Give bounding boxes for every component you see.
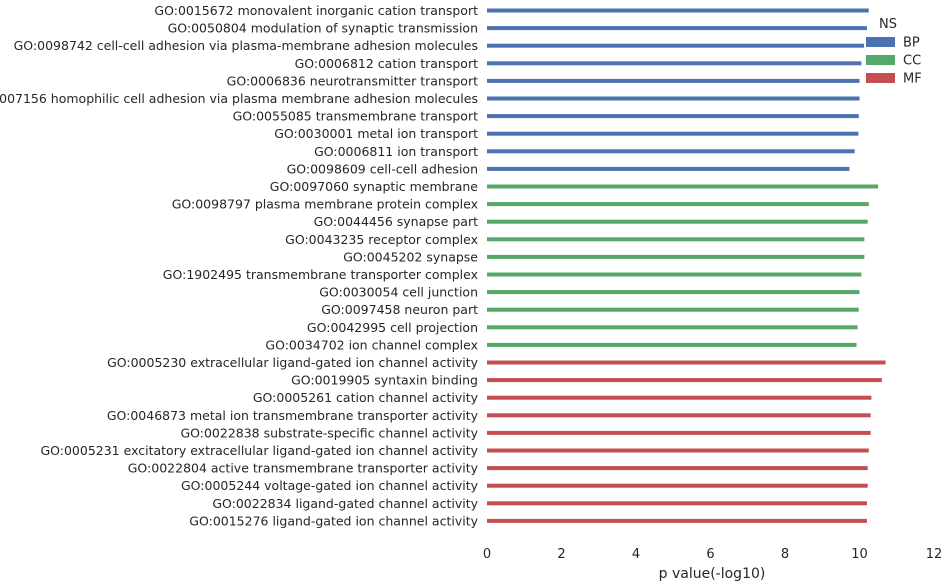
bar — [487, 166, 850, 171]
category-label: GO:1902495 transmembrane transporter com… — [163, 267, 478, 282]
legend-label: CC — [903, 54, 921, 69]
bar — [487, 96, 860, 101]
x-tick-label: 12 — [926, 547, 943, 562]
bar — [487, 413, 871, 418]
x-tick-label: 2 — [557, 547, 565, 562]
x-tick-label: 0 — [483, 547, 491, 562]
bar — [487, 395, 872, 400]
category-label: GO:0015276 ligand-gated ion channel acti… — [189, 513, 478, 528]
bar — [487, 430, 871, 435]
x-tick-label: 10 — [851, 547, 868, 562]
bar — [487, 342, 857, 347]
category-label: GO:0034702 ion channel complex — [265, 337, 478, 352]
bar — [487, 114, 859, 119]
category-label: GO:0007156 homophilic cell adhesion via … — [0, 91, 478, 106]
category-label: GO:0055085 transmembrane transport — [233, 109, 479, 124]
category-label: GO:0046873 metal ion transmembrane trans… — [107, 408, 479, 423]
category-label: GO:0005244 voltage-gated ion channel act… — [181, 478, 479, 493]
x-axis-ticks: 0 2 4 6 8 10 12 — [483, 547, 942, 562]
legend-swatch — [866, 55, 895, 65]
bar — [487, 483, 868, 488]
bar — [487, 61, 862, 66]
x-tick-label: 6 — [706, 547, 714, 562]
category-label: GO:0098609 cell-cell adhesion — [287, 161, 478, 176]
category-label: GO:0097458 neuron part — [321, 302, 478, 317]
category-label: GO:0015672 monovalent inorganic cation t… — [154, 3, 478, 18]
legend-title: NS — [879, 17, 897, 32]
category-label: GO:0030001 metal ion transport — [274, 126, 478, 141]
x-axis-label: p value(-log10) — [659, 566, 766, 582]
category-label: GO:0022834 ligand-gated channel activity — [212, 496, 478, 511]
bar — [487, 219, 868, 224]
bar — [487, 26, 867, 31]
bar — [487, 8, 869, 13]
bar — [487, 43, 864, 48]
bar — [487, 184, 879, 189]
x-tick-label: 4 — [632, 547, 640, 562]
category-label: GO:0022838 substrate-specific channel ac… — [180, 425, 478, 440]
category-label: GO:0098797 plasma membrane protein compl… — [172, 197, 478, 212]
bar — [487, 518, 867, 523]
category-label: GO:0006811 ion transport — [314, 144, 478, 159]
bar — [487, 237, 865, 242]
category-label: GO:0098742 cell-cell adhesion via plasma… — [14, 38, 478, 53]
category-label: GO:0022804 active transmembrane transpor… — [128, 461, 479, 476]
bar — [487, 466, 868, 471]
legend-swatch — [866, 37, 895, 47]
bar — [487, 131, 859, 136]
legend-label: MF — [903, 72, 922, 87]
legend-swatch — [866, 73, 895, 83]
category-label: GO:0044456 synapse part — [314, 214, 478, 229]
category-label: GO:0030054 cell junction — [319, 285, 478, 300]
category-label: GO:0006812 cation transport — [295, 56, 478, 71]
category-label: GO:0005230 extracellular ligand-gated io… — [107, 355, 479, 370]
legend: NS BP CC MF — [866, 17, 922, 87]
bar — [487, 149, 855, 154]
category-label: GO:0006836 neurotransmitter transport — [227, 73, 478, 88]
category-label: GO:0042995 cell projection — [307, 320, 478, 335]
legend-label: BP — [903, 36, 920, 51]
bar — [487, 272, 862, 277]
bar — [487, 254, 865, 259]
category-labels: GO:0015672 monovalent inorganic cation t… — [0, 3, 479, 528]
category-label: GO:0097060 synaptic membrane — [270, 179, 479, 194]
bar — [487, 448, 869, 453]
x-tick-label: 8 — [781, 547, 789, 562]
bar — [487, 290, 860, 295]
category-label: GO:0050804 modulation of synaptic transm… — [168, 21, 478, 36]
category-label: GO:0019905 syntaxin binding — [291, 373, 478, 388]
bar — [487, 378, 882, 383]
bar — [487, 501, 867, 506]
category-label: GO:0005231 excitatory extracellular liga… — [40, 443, 478, 458]
category-label: GO:0043235 receptor complex — [285, 232, 478, 247]
bars-layer — [487, 8, 886, 523]
bar — [487, 202, 869, 207]
bar — [487, 325, 858, 330]
category-label: GO:0045202 synapse — [343, 249, 478, 264]
bar — [487, 360, 886, 365]
bar — [487, 307, 859, 312]
category-label: GO:0005261 cation channel activity — [253, 390, 479, 405]
bar — [487, 78, 860, 83]
